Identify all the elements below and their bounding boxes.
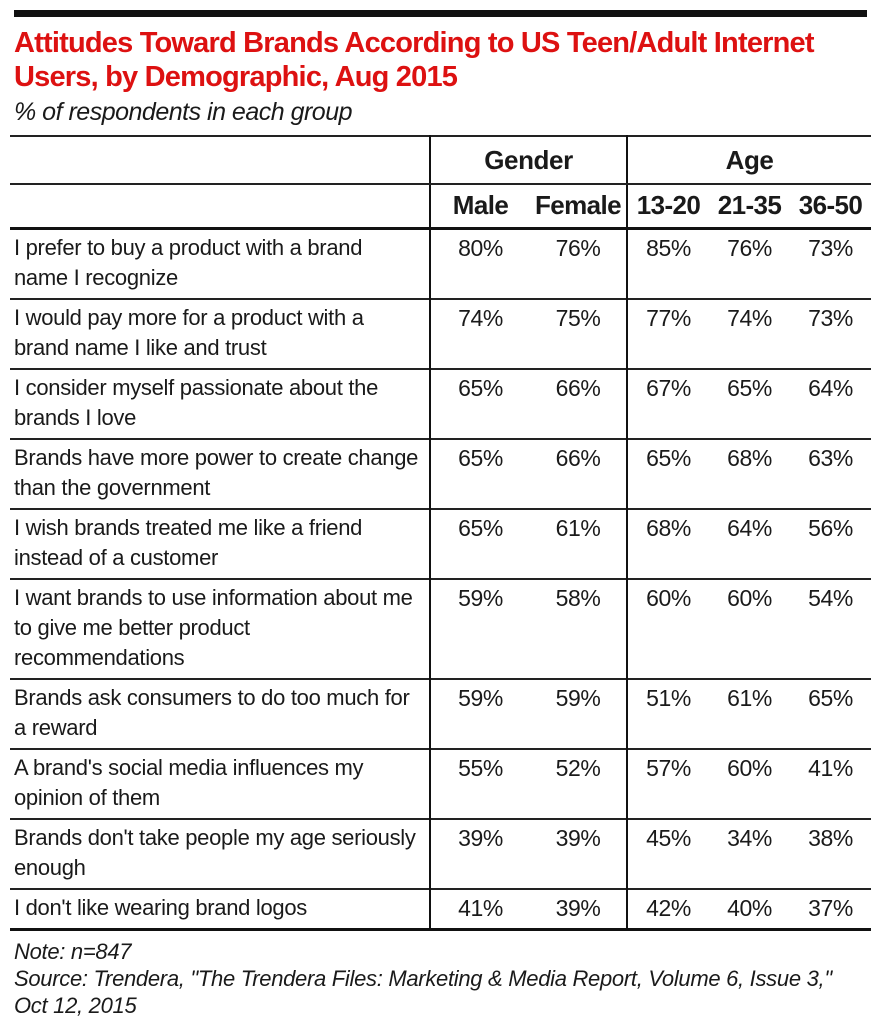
value-cell: 41% bbox=[430, 888, 530, 930]
value-cell: 65% bbox=[430, 368, 530, 439]
row-label: A brand's social media influences my opi… bbox=[10, 748, 431, 819]
row-label: Brands ask consumers to do too much for … bbox=[10, 678, 431, 749]
row-label: I don't like wearing brand logos bbox=[10, 888, 431, 930]
column-header-row: Male Female 13-20 21-35 36-50 bbox=[10, 184, 872, 230]
chart-title: Attitudes Toward Brands According to US … bbox=[14, 27, 815, 93]
value-cell: 76% bbox=[709, 227, 791, 299]
table-row: A brand's social media influences my opi… bbox=[10, 748, 872, 819]
value-cell: 60% bbox=[709, 578, 791, 679]
gender-group-header: Gender bbox=[430, 136, 629, 185]
value-cell: 60% bbox=[709, 748, 791, 819]
row-label: I consider myself passionate about the b… bbox=[10, 368, 431, 439]
attitudes-table: Gender Age Male Female 13-20 21-35 36-50… bbox=[10, 135, 872, 931]
value-cell: 42% bbox=[627, 888, 710, 930]
value-cell: 66% bbox=[530, 438, 629, 509]
value-cell: 76% bbox=[530, 227, 629, 299]
value-cell: 65% bbox=[627, 438, 710, 509]
value-cell: 39% bbox=[530, 888, 629, 930]
value-cell: 63% bbox=[790, 438, 872, 509]
value-cell: 37% bbox=[790, 888, 872, 930]
value-cell: 67% bbox=[627, 368, 710, 439]
col-header-36-50: 36-50 bbox=[790, 184, 872, 230]
age-group-header: Age bbox=[627, 136, 872, 185]
value-cell: 57% bbox=[627, 748, 710, 819]
value-cell: 54% bbox=[790, 578, 872, 679]
value-cell: 55% bbox=[430, 748, 530, 819]
value-cell: 65% bbox=[790, 678, 872, 749]
value-cell: 64% bbox=[790, 368, 872, 439]
value-cell: 68% bbox=[709, 438, 791, 509]
table-row: I consider myself passionate about the b… bbox=[10, 368, 872, 439]
value-cell: 39% bbox=[530, 818, 629, 889]
table-row: Brands have more power to create change … bbox=[10, 438, 872, 509]
col-header-13-20: 13-20 bbox=[627, 184, 710, 230]
value-cell: 59% bbox=[430, 578, 530, 679]
row-label: Brands have more power to create change … bbox=[10, 438, 431, 509]
note-source-block: Note: n=847 Source: Trendera, "The Trend… bbox=[14, 938, 867, 1019]
table-row: I would pay more for a product with a br… bbox=[10, 298, 872, 369]
note-text: Note: n=847 bbox=[14, 939, 132, 964]
value-cell: 61% bbox=[530, 508, 629, 579]
value-cell: 64% bbox=[709, 508, 791, 579]
value-cell: 58% bbox=[530, 578, 629, 679]
value-cell: 61% bbox=[709, 678, 791, 749]
row-label: Brands don't take people my age seriousl… bbox=[10, 818, 431, 889]
table-row: I prefer to buy a product with a brand n… bbox=[10, 227, 872, 299]
value-cell: 56% bbox=[790, 508, 872, 579]
row-label: I would pay more for a product with a br… bbox=[10, 298, 431, 369]
corner-cell bbox=[10, 136, 431, 185]
value-cell: 65% bbox=[709, 368, 791, 439]
value-cell: 73% bbox=[790, 298, 872, 369]
value-cell: 80% bbox=[430, 227, 530, 299]
value-cell: 60% bbox=[627, 578, 710, 679]
value-cell: 52% bbox=[530, 748, 629, 819]
table-row: Brands ask consumers to do too much for … bbox=[10, 678, 872, 749]
column-group-row: Gender Age bbox=[10, 136, 872, 185]
value-cell: 85% bbox=[627, 227, 710, 299]
col-header-male: Male bbox=[430, 184, 530, 230]
corner-cell bbox=[10, 184, 431, 230]
value-cell: 74% bbox=[709, 298, 791, 369]
table-row: Brands don't take people my age seriousl… bbox=[10, 818, 872, 889]
source-text: Source: Trendera, "The Trendera Files: M… bbox=[14, 966, 832, 1018]
value-cell: 66% bbox=[530, 368, 629, 439]
value-cell: 59% bbox=[530, 678, 629, 749]
row-label: I want brands to use information about m… bbox=[10, 578, 431, 679]
col-header-female: Female bbox=[530, 184, 629, 230]
value-cell: 65% bbox=[430, 508, 530, 579]
value-cell: 59% bbox=[430, 678, 530, 749]
value-cell: 73% bbox=[790, 227, 872, 299]
value-cell: 65% bbox=[430, 438, 530, 509]
top-rule bbox=[14, 10, 867, 17]
value-cell: 39% bbox=[430, 818, 530, 889]
value-cell: 75% bbox=[530, 298, 629, 369]
value-cell: 68% bbox=[627, 508, 710, 579]
value-cell: 40% bbox=[709, 888, 791, 930]
value-cell: 34% bbox=[709, 818, 791, 889]
col-header-21-35: 21-35 bbox=[709, 184, 791, 230]
value-cell: 38% bbox=[790, 818, 872, 889]
value-cell: 41% bbox=[790, 748, 872, 819]
table-row: I don't like wearing brand logos 41% 39% 42… bbox=[10, 888, 872, 930]
value-cell: 45% bbox=[627, 818, 710, 889]
table-row: I want brands to use information about m… bbox=[10, 578, 872, 679]
value-cell: 74% bbox=[430, 298, 530, 369]
table-row: I wish brands treated me like a friend i… bbox=[10, 508, 872, 579]
value-cell: 51% bbox=[627, 678, 710, 749]
row-label: I wish brands treated me like a friend i… bbox=[10, 508, 431, 579]
row-label: I prefer to buy a product with a brand n… bbox=[10, 227, 431, 299]
value-cell: 77% bbox=[627, 298, 710, 369]
chart-subtitle: % of respondents in each group bbox=[14, 98, 353, 126]
